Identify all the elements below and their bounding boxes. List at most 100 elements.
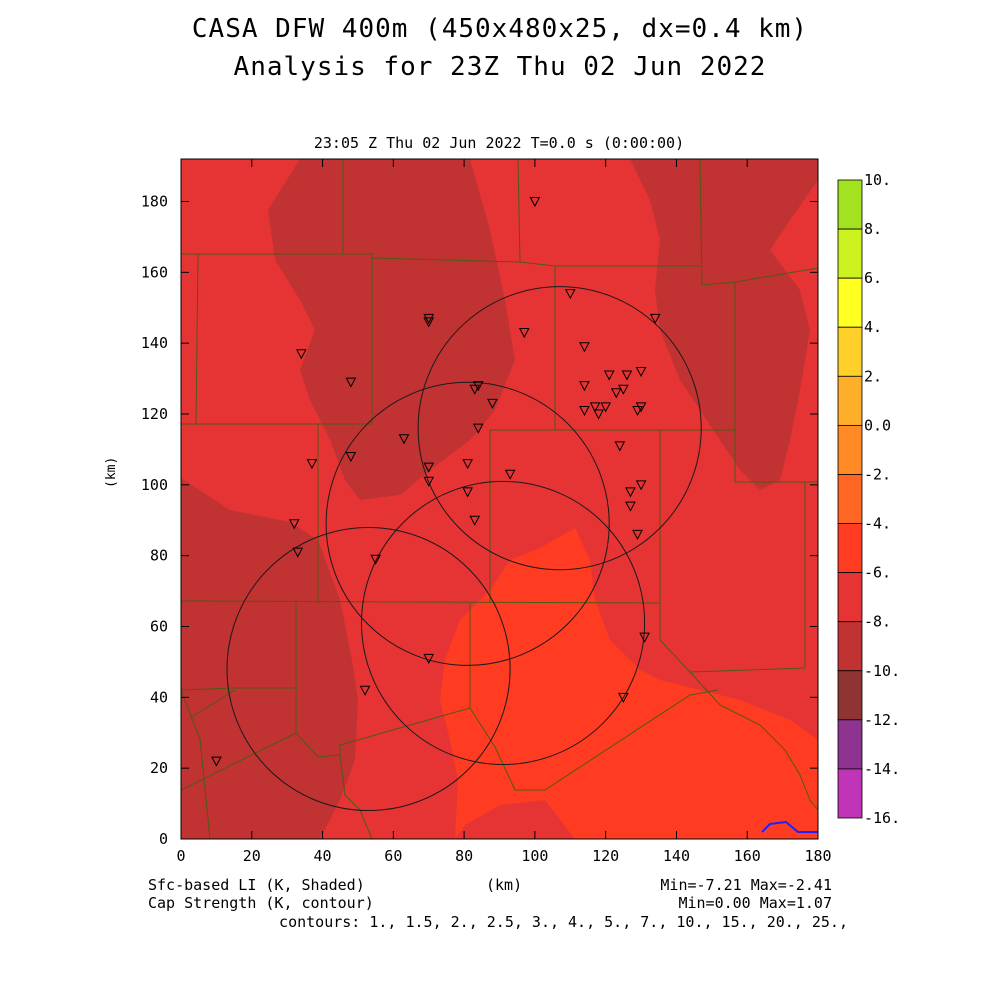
range-ring-1 [417,286,702,571]
station-marker [359,685,371,696]
station-marker [423,317,435,328]
colorbar-label: -6. [864,564,891,582]
colorbar-band [837,523,863,574]
plot-frame [180,158,819,840]
colorbar-label: 10. [864,171,891,189]
station-marker [472,423,484,434]
contour-min-max: Min=0.00 Max=1.07 [678,894,832,912]
station-marker [579,381,590,392]
station-marker [529,197,541,208]
range-ring-4 [226,526,511,812]
x-tick-label: 0 [176,847,185,865]
colorbar-band [837,670,863,721]
colorbar: 10. 8. 6. 4. 2. 0.0 -2. -4. -6. -8. -10. -12. -14. -1… [837,171,900,827]
axes: 0 20 40 60 80 100 120 140 160 180 0 20 40 60 80 100 120 1… [141,159,832,865]
station-marker [635,480,647,491]
contour-field-label: Cap Strength (K, contour) [148,894,374,912]
station-marker [635,367,647,378]
x-axis-label: (km) [486,876,523,894]
colorbar-band [837,768,863,819]
station-marker [345,377,357,388]
colorbar-band [837,474,863,524]
li-shade-dark-west [181,478,358,839]
colorbar-label: -8. [864,613,891,631]
y-tick-label: 160 [141,263,168,281]
observation-stations [211,197,661,767]
x-tick-label: 80 [455,847,473,865]
station-marker [423,476,435,487]
station-marker [639,632,650,643]
station-marker [632,405,643,417]
contour-levels: contours: 1., 1.5, 2., 2.5, 3., 4., 5., … [279,913,848,931]
station-marker [504,469,516,480]
colorbar-band [837,228,863,279]
y-tick-label: 40 [150,688,168,706]
station-marker [423,462,435,473]
x-tick-label: 140 [663,847,690,865]
colorbar-band [837,326,863,377]
colorbar-band [837,179,863,230]
station-marker [614,441,626,452]
colorbar-band [837,621,863,672]
colorbar-label: 8. [864,220,882,238]
chart-subtitle: Analysis for 23Z Thu 02 Jun 2022 [233,52,767,82]
station-marker [625,501,636,512]
station-marker [649,313,661,324]
chart-title: CASA DFW 400m (450x480x25, dx=0.4 km) [191,14,809,44]
station-marker [487,398,498,409]
station-marker [472,381,484,392]
y-tick-label: 100 [141,476,168,494]
station-marker [635,402,647,413]
station-marker [589,402,601,413]
colorbar-label: 6. [864,269,882,287]
station-marker [469,384,481,395]
colorbar-band [837,375,863,426]
li-shade-dark-north [268,159,515,500]
station-marker [306,459,318,470]
station-marker [469,515,481,526]
y-tick-label: 120 [141,405,168,423]
colorbar-label: -14. [864,760,900,778]
colorbar-label: -12. [864,711,900,729]
station-marker [345,452,357,463]
colorbar-label: 4. [864,318,882,336]
x-tick-label: 20 [243,847,261,865]
station-marker [618,384,629,395]
y-tick-label: 60 [150,618,168,636]
station-marker [625,487,636,498]
valid-time-label: 23:05 Z Thu 02 Jun 2022 T=0.0 s (0:00:00… [313,134,685,152]
station-marker [564,289,576,300]
station-marker [610,388,622,399]
station-marker [288,519,300,530]
station-marker [593,409,604,420]
colorbar-label: -16. [864,809,900,827]
y-tick-label: 180 [141,193,168,211]
colorbar-label: 0.0 [864,416,891,434]
station-marker [462,487,473,498]
y-tick-label: 20 [150,759,168,777]
station-marker [632,529,643,540]
station-marker [370,554,381,565]
station-marker [518,328,530,339]
x-tick-label: 60 [384,847,402,865]
colorbar-label: 2. [864,367,882,385]
y-tick-label: 140 [141,334,168,352]
lake-outline [761,820,818,833]
station-marker [621,370,633,381]
x-tick-label: 160 [734,847,761,865]
station-marker [292,547,304,558]
station-marker [579,405,590,417]
x-tick-label: 100 [521,847,548,865]
station-marker [600,402,611,413]
radar-range-rings [226,286,702,812]
station-marker [423,313,435,324]
colorbar-band [837,424,863,475]
colorbar-band [837,572,863,623]
shaded-field-label: Sfc-based LI (K, Shaded) [148,876,365,894]
shaded-min-max: Min=-7.21 Max=-2.41 [660,876,832,894]
x-tick-label: 120 [592,847,619,865]
station-marker [295,349,307,360]
y-tick-label: 0 [159,830,168,848]
colorbar-label: -4. [864,515,891,533]
